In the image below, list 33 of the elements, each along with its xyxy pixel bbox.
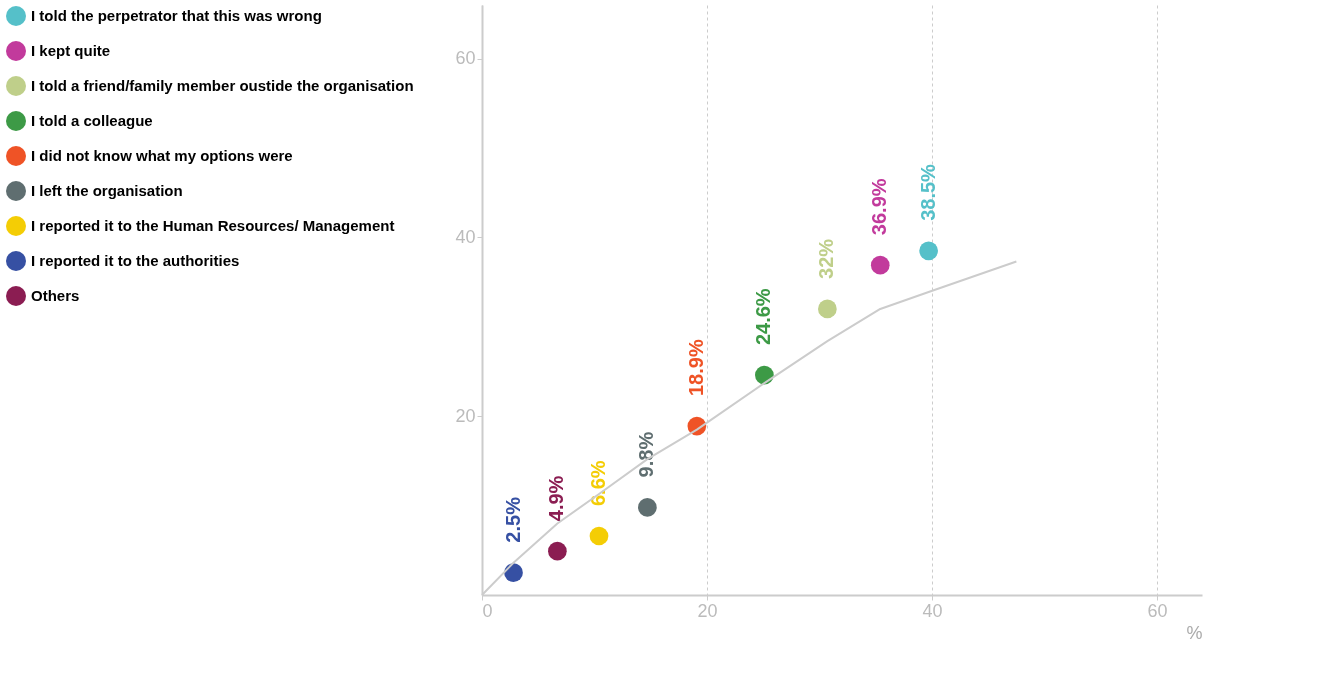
legend-label: I did not know what my options were — [31, 147, 293, 164]
legend-label: I reported it to the Human Resources/ Management — [31, 217, 395, 234]
point — [919, 241, 938, 261]
x-axis-title: % — [1186, 622, 1203, 643]
point — [589, 526, 609, 546]
data-label: 24.6% — [752, 288, 775, 346]
data-label: 18.9% — [684, 339, 707, 397]
data-label: 36.9% — [868, 178, 891, 236]
y-tick-label: 20 — [455, 405, 476, 426]
legend-label: I reported it to the authorities — [31, 252, 240, 269]
x-tick-label: 40 — [922, 600, 943, 621]
legend-label: I kept quite — [31, 42, 111, 59]
x-tick-label: 20 — [697, 600, 718, 621]
point — [504, 563, 523, 582]
data-label: 38.5% — [916, 163, 939, 221]
legend-label: I told the perpetrator that this was wrong — [31, 7, 322, 24]
legend-label: I told a colleague — [31, 112, 153, 129]
data-label: 9.8% — [635, 431, 658, 478]
legend-label: I left the organisation — [31, 182, 183, 199]
data-label: 6.6% — [587, 460, 609, 506]
data-label: 32% — [815, 238, 838, 279]
legend-label: Others — [31, 287, 80, 304]
point — [870, 255, 890, 275]
legend-label: I told a friend/family member oustide the organisation — [31, 77, 414, 94]
point — [638, 498, 657, 517]
point — [548, 541, 567, 561]
y-tick-label: 60 — [455, 48, 476, 69]
y-tick-label: 40 — [455, 226, 476, 247]
x-tick-label: 0 — [482, 600, 493, 621]
data-label: 4.9% — [545, 475, 568, 522]
data-label: 2.5% — [501, 496, 524, 543]
x-tick-label: 60 — [1147, 600, 1168, 621]
point — [818, 299, 837, 319]
